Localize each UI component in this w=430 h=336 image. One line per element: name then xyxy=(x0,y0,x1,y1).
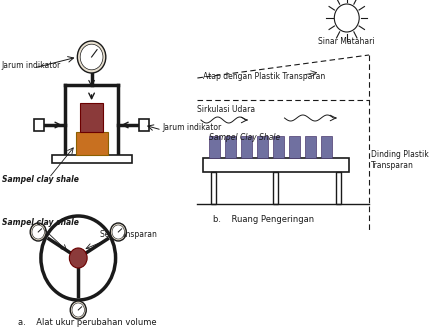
Circle shape xyxy=(112,225,125,239)
Bar xyxy=(225,136,236,158)
Text: Sampel Clay Shale: Sampel Clay Shale xyxy=(209,133,280,142)
Text: Sampel clay shale: Sampel clay shale xyxy=(2,175,79,184)
Circle shape xyxy=(41,216,116,300)
Text: Sirkulasi Udara: Sirkulasi Udara xyxy=(197,105,255,114)
Bar xyxy=(241,136,252,158)
Circle shape xyxy=(30,223,46,241)
Bar xyxy=(76,132,108,155)
Text: Sampel clay shale: Sampel clay shale xyxy=(2,218,79,227)
Bar xyxy=(52,155,132,163)
Bar xyxy=(305,136,316,158)
Text: a.    Alat ukur perubahan volume: a. Alat ukur perubahan volume xyxy=(18,318,157,327)
Circle shape xyxy=(32,225,44,239)
Text: Jarum indikator: Jarum indikator xyxy=(163,124,222,132)
Text: Atap dengan Plastik Transparan: Atap dengan Plastik Transparan xyxy=(203,72,325,81)
Text: Jarum indikator: Jarum indikator xyxy=(2,60,61,70)
Text: b.    Ruang Pengeringan: b. Ruang Pengeringan xyxy=(213,215,314,224)
Circle shape xyxy=(70,301,86,319)
Bar xyxy=(257,136,267,158)
Bar xyxy=(139,119,149,131)
Bar xyxy=(273,136,284,158)
Bar xyxy=(273,172,278,204)
Bar xyxy=(80,103,103,132)
Text: Sinar Matahari: Sinar Matahari xyxy=(319,37,375,46)
Circle shape xyxy=(72,303,84,317)
Bar xyxy=(211,172,216,204)
Bar xyxy=(203,158,350,172)
Bar xyxy=(289,136,300,158)
Bar xyxy=(34,119,44,131)
Circle shape xyxy=(110,223,126,241)
Bar xyxy=(336,172,341,204)
Circle shape xyxy=(334,4,359,32)
Bar xyxy=(321,136,332,158)
Circle shape xyxy=(80,44,103,70)
Circle shape xyxy=(69,248,87,268)
Text: Sel Transparan: Sel Transparan xyxy=(100,230,157,239)
Circle shape xyxy=(77,41,106,73)
Text: Dinding Plastik
Transparan: Dinding Plastik Transparan xyxy=(371,150,429,170)
Bar xyxy=(209,136,220,158)
